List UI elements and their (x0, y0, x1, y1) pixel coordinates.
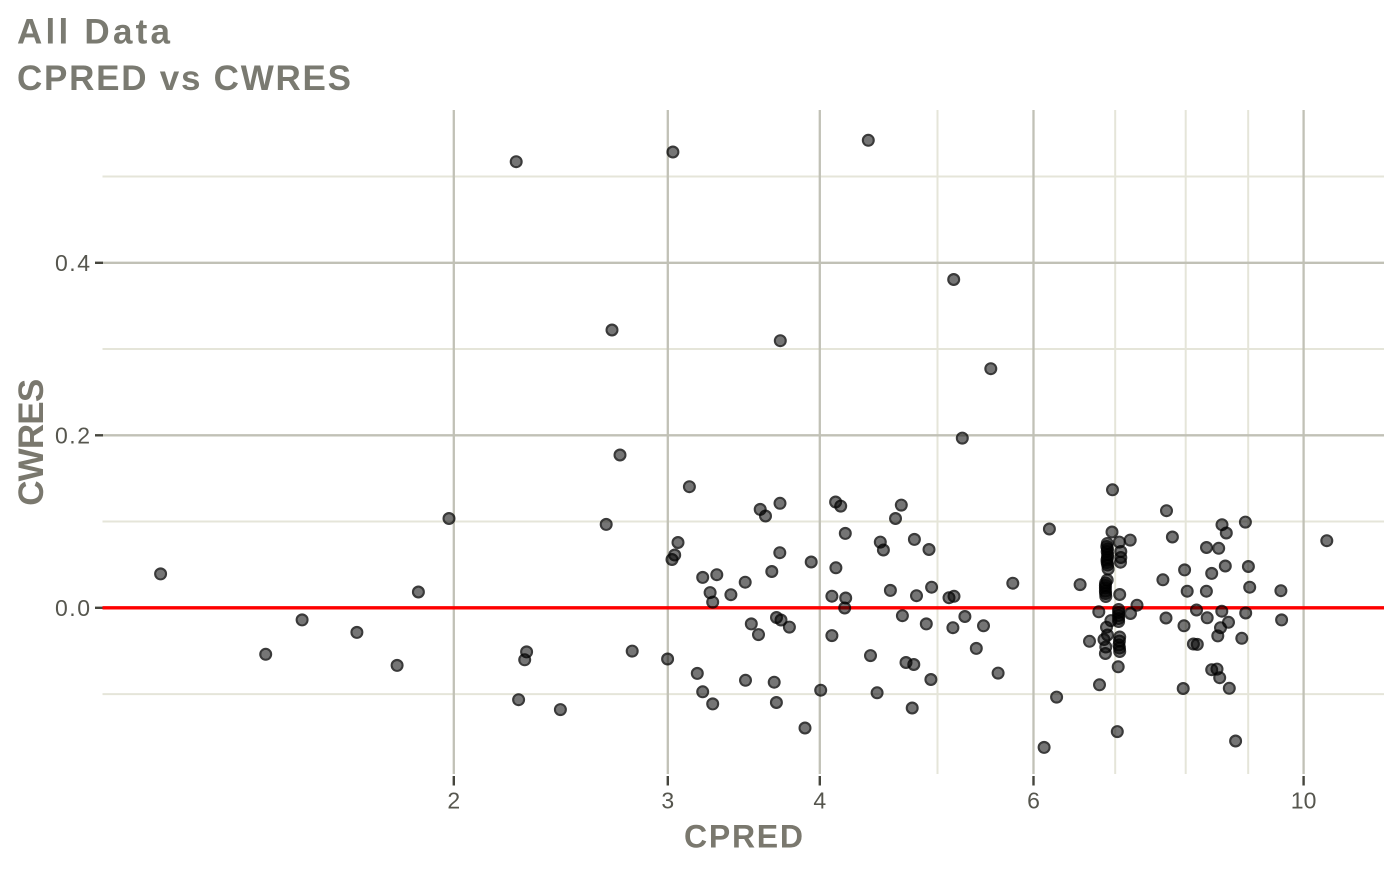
svg-text:6: 6 (1027, 788, 1040, 814)
svg-text:CWRES: CWRES (12, 379, 51, 506)
svg-text:10: 10 (1291, 788, 1317, 814)
svg-text:0.4: 0.4 (55, 250, 90, 276)
svg-text:0.2: 0.2 (55, 423, 90, 449)
svg-text:4: 4 (813, 788, 826, 814)
svg-text:CPRED vs CWRES: CPRED vs CWRES (17, 59, 351, 98)
svg-text:CPRED: CPRED (684, 819, 803, 855)
svg-text:0.0: 0.0 (55, 595, 90, 621)
svg-text:3: 3 (661, 788, 674, 814)
svg-text:2: 2 (447, 788, 460, 814)
